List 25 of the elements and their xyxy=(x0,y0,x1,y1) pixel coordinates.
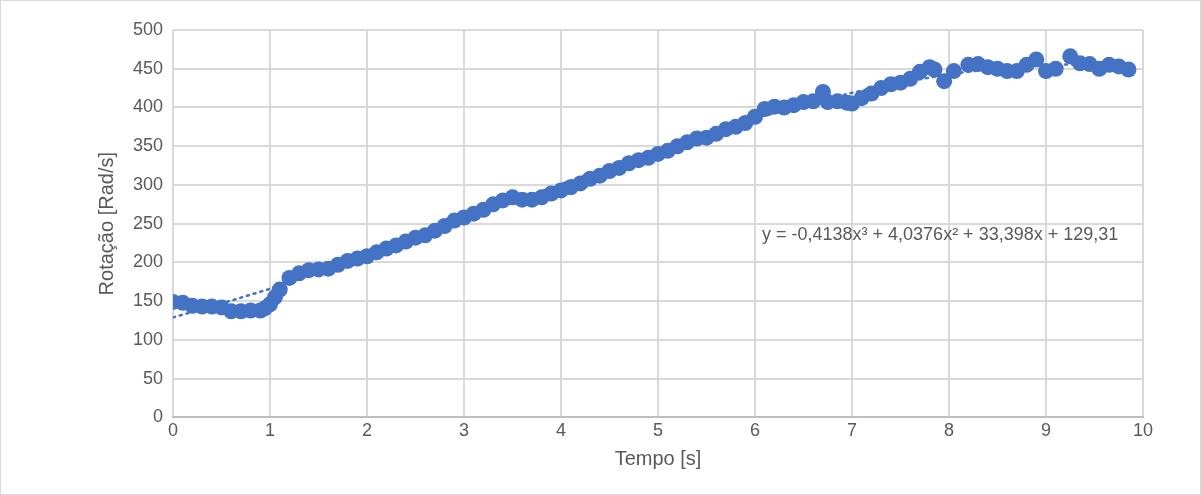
y-tick-label: 350 xyxy=(132,135,164,156)
x-tick-label: 10 xyxy=(1132,420,1154,441)
y-tick-label: 150 xyxy=(132,290,164,311)
x-tick-label: 0 xyxy=(168,420,179,441)
y-tick-label: 400 xyxy=(132,96,164,117)
x-axis-title: Tempo [s] xyxy=(614,446,702,469)
x-tick-label: 6 xyxy=(750,420,761,441)
x-tick-label: 4 xyxy=(556,420,567,441)
x-tick-label: 9 xyxy=(1041,420,1052,441)
y-tick-label: 0 xyxy=(153,406,164,427)
y-tick-label: 250 xyxy=(132,212,164,233)
y-tick-label: 500 xyxy=(132,18,164,39)
x-tick-label: 7 xyxy=(847,420,858,441)
x-tick-label: 2 xyxy=(362,420,373,441)
x-tick-label: 5 xyxy=(653,420,664,441)
x-tick-label: 8 xyxy=(944,420,955,441)
y-tick-label: 200 xyxy=(132,251,164,272)
y-tick-label: 50 xyxy=(143,367,164,388)
x-tick-label: 1 xyxy=(265,420,276,441)
x-tick-label: 3 xyxy=(459,420,470,441)
y-tick-label: 300 xyxy=(132,173,164,194)
y-axis-title: Rotação [Rad/s] xyxy=(94,151,117,296)
y-tick-label: 450 xyxy=(132,57,164,78)
annotation: y = -0,4138x³ + 4,0376x² + 33,398x + 129,31 xyxy=(762,224,1119,245)
y-tick-label: 100 xyxy=(132,328,164,349)
